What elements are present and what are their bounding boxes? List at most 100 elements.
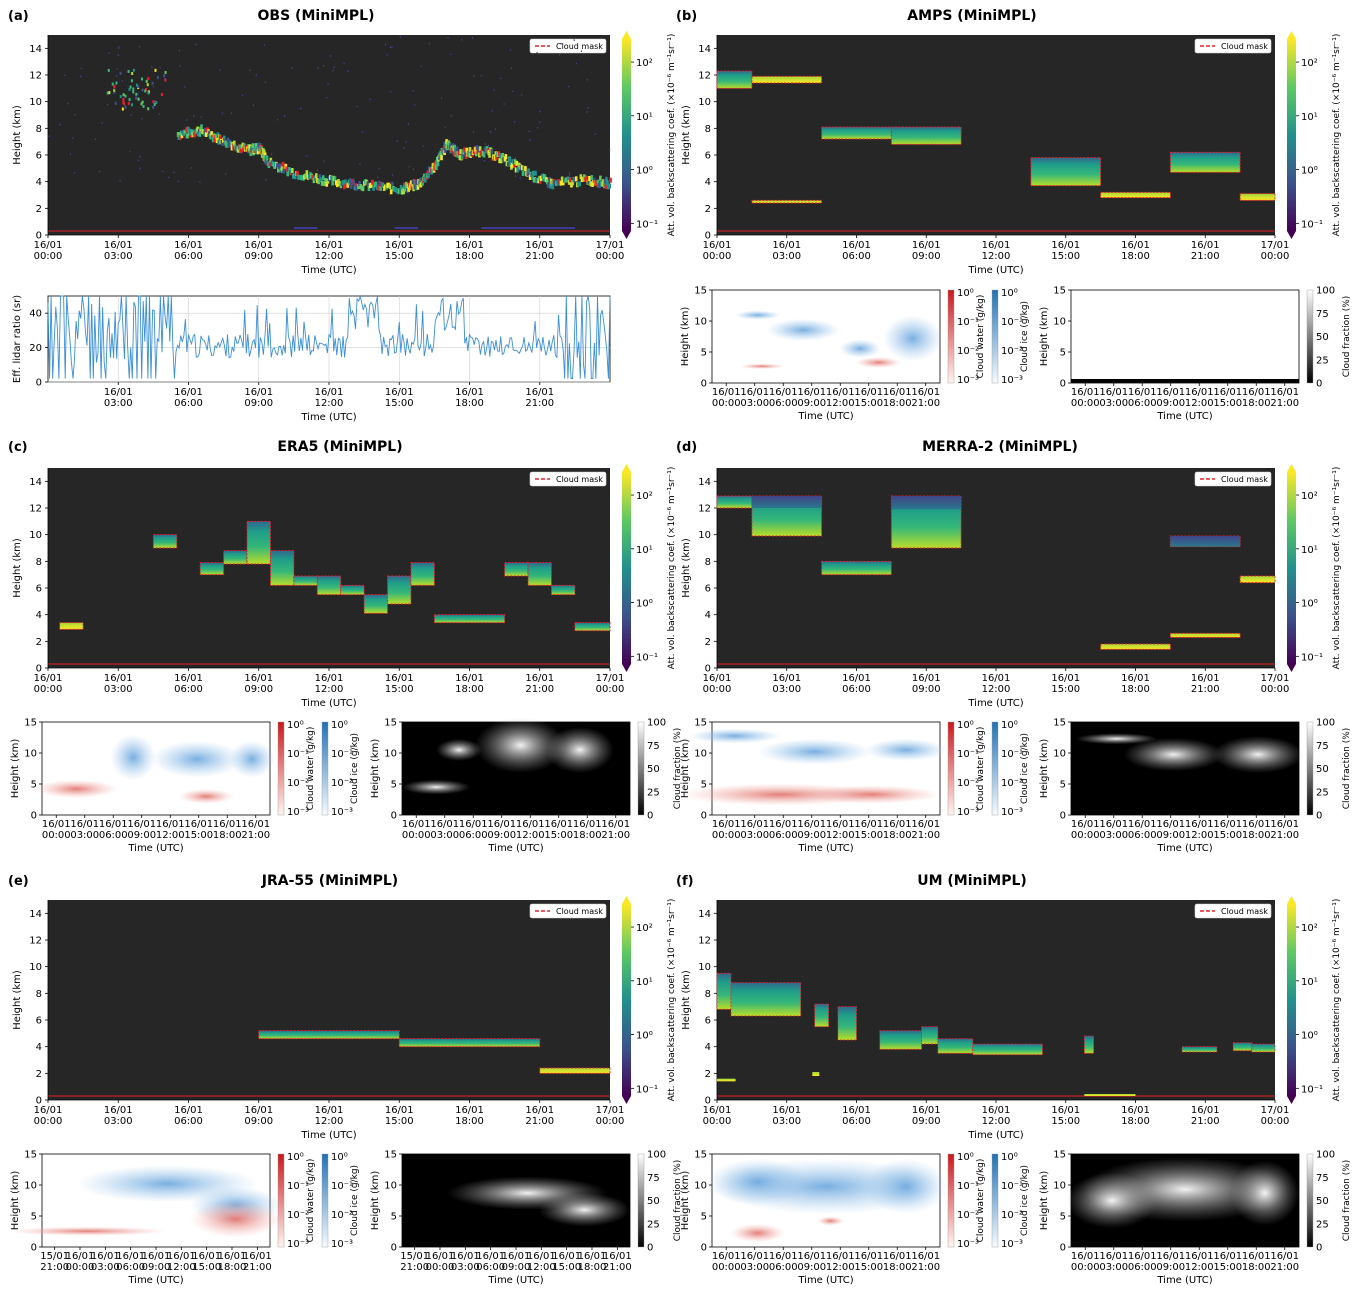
y-tick-label: 0	[391, 811, 397, 822]
colorbar-ice	[991, 289, 999, 384]
colorbar-cloud-fraction	[637, 721, 645, 816]
tick-label-time: 15:00	[854, 1262, 883, 1273]
y-axis-label: Height (km)	[12, 970, 23, 1030]
obs-pixel	[333, 176, 337, 182]
obs-noise	[473, 75, 475, 77]
cloud-layers-e	[258, 1030, 611, 1074]
x-tick-label: 16/01 12:00	[982, 1105, 1011, 1127]
x-tick-label: 16/01 03:00	[104, 387, 133, 409]
cloud-mask-outline	[398, 1038, 541, 1048]
obs-pixel	[229, 141, 233, 147]
obs-pixel	[249, 151, 252, 157]
cloud-layer	[258, 1030, 400, 1039]
x-tick-label: 16/01 18:00	[1121, 240, 1150, 262]
y-tick-label: 10	[29, 97, 42, 108]
legend-label: Cloud mask	[556, 475, 603, 484]
um-cloud-outline	[1251, 1043, 1276, 1053]
tick-label-date: 16/01	[385, 387, 414, 398]
x-tick-label: 16/01 12:00	[315, 673, 344, 695]
obs-noise	[575, 62, 577, 65]
colorbar-tick-label: 10¹	[636, 545, 653, 556]
obs-noise	[518, 169, 520, 172]
x-tick-label: 16/01 03:00	[772, 673, 801, 695]
cloud-layer	[340, 585, 365, 595]
tick-label-date: 16/01	[116, 1251, 145, 1262]
obs-noise	[389, 46, 392, 49]
tick-label-date: 16/01	[34, 1105, 63, 1116]
y-tick-label: 10	[694, 317, 707, 328]
obs-pixel	[265, 155, 269, 161]
tick-label-time: 09:00	[797, 398, 826, 409]
obs-pixel	[178, 132, 181, 138]
tick-label-date: 16/01	[455, 240, 484, 251]
tick-label-time: 03:00	[451, 1262, 480, 1273]
tick-label-date: 16/01	[573, 819, 602, 830]
y-axis-label: Height (km)	[1039, 739, 1050, 799]
x-tick-label: 16/01 12:00	[826, 387, 855, 409]
obs-pixel	[458, 155, 462, 161]
y-tick-label: 15	[384, 718, 397, 729]
obs-pixel	[381, 182, 385, 188]
plot-area	[717, 900, 1275, 1100]
obs-pixel	[225, 141, 229, 147]
y-tick-label: 10	[698, 530, 711, 541]
tick-label-time: 09:00	[127, 830, 156, 841]
cloud-mask-outline	[751, 199, 823, 204]
tick-label-date: 16/01	[142, 1251, 171, 1262]
x-tick-label: 16/01 09:00	[244, 1105, 273, 1127]
obs-noise	[573, 39, 575, 41]
obs-pixel	[512, 158, 516, 164]
tick-label-date: 16/01	[1270, 819, 1299, 830]
colorbar-tick-label: 0	[1316, 379, 1322, 390]
colorbar-extend-top	[622, 31, 631, 39]
tick-label-time: 00:00	[1261, 251, 1290, 262]
tick-label-date: 16/01	[1121, 673, 1150, 684]
colorbar-label: Att. vol. backscattering coef. (×10⁻⁶ m⁻…	[667, 34, 677, 237]
x-axis-label: Time (UTC)	[300, 412, 356, 423]
obs-pixel	[140, 77, 143, 81]
obs-noise	[101, 122, 103, 124]
colorbar-tick-label: 10⁻²	[957, 778, 979, 789]
colorbar-tick-label: 0	[647, 1243, 653, 1254]
colorbar-tick-label: 10¹	[636, 977, 653, 988]
obs-pixel	[452, 150, 456, 156]
colorbar-tick-label: 10⁰	[287, 720, 304, 731]
obs-pixel	[388, 183, 392, 189]
obs-pixel	[433, 165, 436, 171]
obs-pixel	[508, 156, 512, 162]
colorbar-tick-label: 10⁻²	[287, 1210, 309, 1221]
tick-label-time: 03:00	[740, 1262, 769, 1273]
x-tick-label: 16/01 03:00	[451, 1251, 480, 1273]
obs-pixel	[510, 163, 514, 169]
obs-noise	[420, 65, 422, 68]
obs-pixel	[269, 157, 273, 163]
obs-noise	[316, 169, 319, 172]
x-tick-label: 16/01 06:00	[174, 1105, 203, 1127]
colorbar-tick-label: 10⁻²	[1001, 1210, 1023, 1221]
x-tick-label: 16/01 18:00	[573, 819, 602, 841]
x-tick-label: 16/01 03:00	[1099, 387, 1128, 409]
cloud-fraction-region	[538, 1193, 631, 1227]
x-tick-label: 16/01 18:00	[455, 240, 484, 262]
tick-label-date: 16/01	[769, 387, 798, 398]
x-tick-label: 16/01 15:00	[184, 819, 213, 841]
x-tick-label: 16/01 12:00	[315, 387, 344, 409]
obs-noise	[563, 177, 565, 179]
colorbar-tick-label: 10²	[636, 491, 653, 502]
tick-label-time: 09:00	[1156, 1262, 1185, 1273]
colorbar-label-ice: Cloud ice (g/kg)	[1020, 733, 1030, 804]
tick-label-time: 06:00	[769, 398, 798, 409]
colorbar-tick-label: 10⁻¹	[957, 1181, 979, 1192]
obs-pixel	[268, 161, 272, 167]
obs-noise	[547, 177, 550, 179]
obs-pixel	[130, 103, 133, 107]
x-tick-label: 16/01 03:00	[104, 240, 133, 262]
tick-label-date: 16/01	[854, 1251, 883, 1262]
x-tick-label: 16/01 21:00	[525, 673, 554, 695]
tick-label-time: 12:00	[826, 398, 855, 409]
tick-label-date: 16/01	[603, 1251, 632, 1262]
x-tick-label: 16/01 06:00	[1128, 1251, 1157, 1273]
obs-noise	[239, 152, 241, 154]
